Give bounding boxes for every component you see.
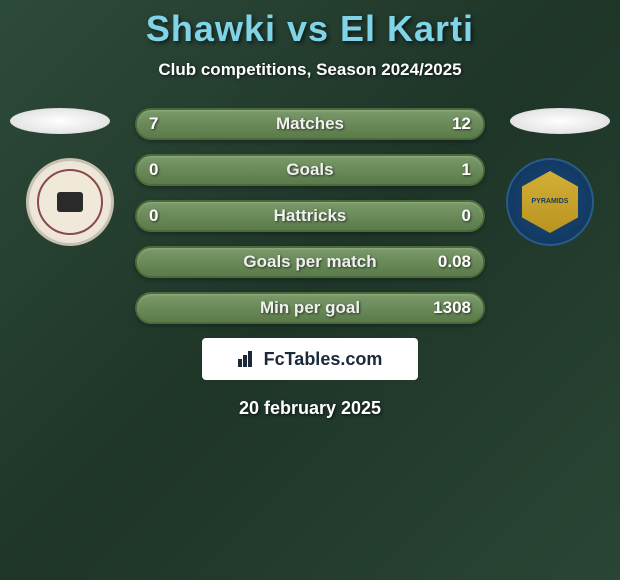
stat-label: Goals: [137, 160, 483, 180]
stat-label: Goals per match: [137, 252, 483, 272]
club-badge-right: PYRAMIDS: [506, 158, 594, 246]
stat-row-goals: 0 Goals 1: [135, 154, 485, 186]
club-badge-right-label: PYRAMIDS: [522, 171, 578, 233]
stat-label: Min per goal: [137, 298, 483, 318]
comparison-card: Shawki vs El Karti Club competitions, Se…: [0, 0, 620, 419]
player-marker-left: [10, 108, 110, 134]
stat-left-value: 0: [149, 206, 158, 226]
source-text: FcTables.com: [264, 349, 383, 370]
stat-right-value: 1: [462, 160, 471, 180]
stat-row-matches: 7 Matches 12: [135, 108, 485, 140]
stat-row-min-per-goal: Min per goal 1308: [135, 292, 485, 324]
stat-rows: 7 Matches 12 0 Goals 1 0 Hattricks 0 Goa…: [135, 108, 485, 324]
stat-right-value: 12: [452, 114, 471, 134]
stat-row-hattricks: 0 Hattricks 0: [135, 200, 485, 232]
stat-left-value: 0: [149, 160, 158, 180]
page-title: Shawki vs El Karti: [0, 8, 620, 50]
source-link[interactable]: FcTables.com: [202, 338, 418, 380]
bar-chart-icon: [238, 351, 258, 367]
stat-row-goals-per-match: Goals per match 0.08: [135, 246, 485, 278]
player-marker-right: [510, 108, 610, 134]
club-badge-left: [26, 158, 114, 246]
stat-left-value: 7: [149, 114, 158, 134]
stats-area: PYRAMIDS 7 Matches 12 0 Goals 1 0 Hattri…: [0, 108, 620, 324]
stat-label: Matches: [137, 114, 483, 134]
date-text: 20 february 2025: [0, 398, 620, 419]
stat-right-value: 0: [462, 206, 471, 226]
stat-right-value: 0.08: [438, 252, 471, 272]
subtitle: Club competitions, Season 2024/2025: [0, 60, 620, 80]
stat-right-value: 1308: [433, 298, 471, 318]
stat-label: Hattricks: [137, 206, 483, 226]
